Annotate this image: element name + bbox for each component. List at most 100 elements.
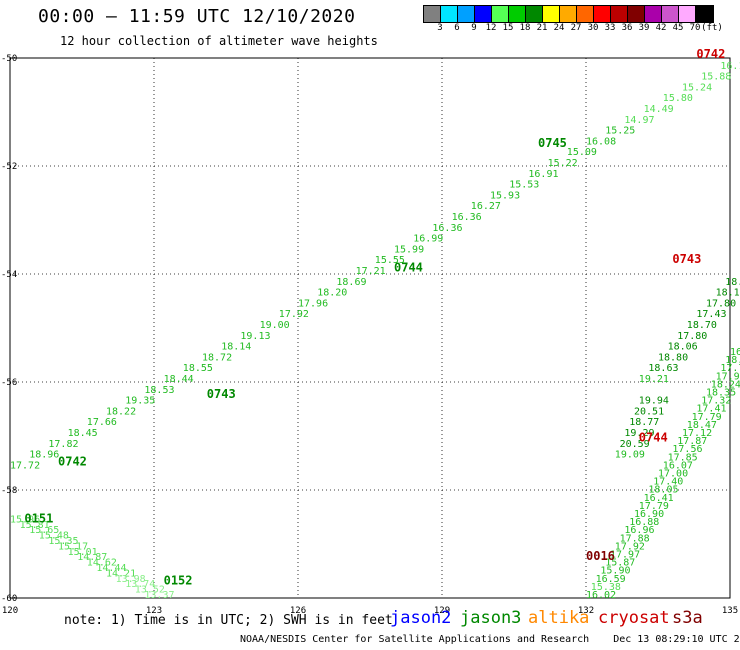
pass-time-label: 0744: [639, 430, 668, 444]
wave-height-value: 16.36: [432, 223, 462, 234]
wave-height-value: 18.72: [202, 352, 232, 363]
wave-height-value: 17.12: [682, 428, 712, 439]
wave-height-value: 14.44: [96, 563, 126, 574]
wave-height-value: 15.17: [58, 541, 88, 552]
wave-height-value: 17.43: [696, 309, 726, 320]
wave-height-value: 17.96: [298, 298, 328, 309]
wave-height-value: 16.08: [586, 136, 616, 147]
wave-height-value: 15.55: [375, 255, 405, 266]
color-swatch-14: [662, 6, 679, 22]
color-scale-tick: 27: [570, 23, 582, 33]
wave-height-value: 18.75: [725, 277, 740, 288]
wave-height-color-scale: [423, 5, 714, 23]
pass-time-label: 0016: [586, 549, 615, 563]
color-scale-tick: 24: [553, 23, 565, 33]
wave-height-value: 15.22: [548, 158, 578, 169]
wave-height-value: 18.35: [706, 388, 736, 399]
page-title: 00:00 – 11:59 UTC 12/10/2020: [38, 6, 356, 27]
wave-height-value: 19.29: [624, 428, 654, 439]
wave-height-value: 15.48: [39, 531, 69, 542]
color-scale-tick: 21: [536, 23, 548, 33]
wave-height-value: 13.52: [135, 585, 165, 596]
wave-height-value: 18.63: [648, 363, 678, 374]
wave-height-value: 15.96: [10, 514, 40, 525]
lon-tick-label: 132: [578, 606, 594, 616]
pass-time-label: 0743: [207, 387, 236, 401]
wave-height-value: 17.79: [692, 412, 722, 423]
wave-height-value: 20.51: [634, 406, 664, 417]
wave-height-value: 17.97: [610, 550, 640, 561]
color-swatch-3: [475, 6, 492, 22]
color-scale-tick: 15: [502, 23, 514, 33]
wave-height-value: 18.12: [716, 288, 740, 299]
legend-cryosat: cryosat: [598, 608, 670, 628]
wave-height-value: 14.97: [624, 115, 654, 126]
pass-time-label: 0745: [538, 136, 567, 150]
wave-height-value: 16.99: [413, 234, 443, 245]
wave-height-value: 17.80: [677, 331, 707, 342]
wave-height-value: 17.92: [615, 541, 645, 552]
wave-height-value: 18.44: [164, 374, 194, 385]
color-swatch-6: [526, 6, 543, 22]
wave-height-value: 18.96: [29, 450, 59, 461]
color-swatch-1: [441, 6, 458, 22]
wave-height-value: 16.90: [634, 509, 664, 520]
color-swatch-0: [424, 6, 441, 22]
wave-height-value: 16.96: [730, 347, 740, 358]
wave-height-value: 16.96: [624, 525, 654, 536]
footer-credit: NOAA/NESDIS Center for Satellite Applica…: [240, 634, 740, 645]
footer-note: note: 1) Time is in UTC; 2) SWH is in fe…: [64, 613, 393, 628]
pass-time-label: 0151: [24, 511, 53, 525]
wave-height-value: 16.12: [720, 61, 740, 72]
wave-height-value: 17.80: [706, 298, 736, 309]
pass-time-label: 0744: [394, 260, 423, 274]
wave-height-value: 19.13: [240, 331, 270, 342]
color-swatch-8: [560, 6, 577, 22]
wave-height-value: 15.80: [663, 93, 693, 104]
wave-height-value: 14.62: [87, 558, 117, 569]
pass-time-label: 0742: [58, 455, 87, 469]
wave-height-value: 19.09: [615, 450, 645, 461]
wave-height-value: 18.80: [658, 352, 688, 363]
pass-time-label: 0742: [696, 47, 725, 61]
wave-height-value: 17.85: [668, 452, 698, 463]
wave-height-value: 14.21: [106, 568, 136, 579]
wave-height-value: 16.27: [471, 201, 501, 212]
wave-height-value: 19.21: [639, 374, 669, 385]
color-scale-tick: 42: [655, 23, 667, 33]
wave-height-value: 18.22: [106, 406, 136, 417]
wave-height-value: 17.66: [87, 417, 117, 428]
color-scale-tick: 39: [638, 23, 650, 33]
wave-height-value: 17.92: [279, 309, 309, 320]
pass-time-label: 0152: [164, 574, 193, 588]
wave-height-value: 17.88: [620, 533, 650, 544]
wave-height-value: 18.53: [144, 385, 174, 396]
color-swatch-9: [577, 6, 594, 22]
wave-height-value: 18.70: [687, 320, 717, 331]
wave-height-value: 18.05: [648, 485, 678, 496]
wave-height-value: 18.45: [68, 428, 98, 439]
wave-height-value: 19.94: [639, 396, 669, 407]
wave-height-value: 16.91: [528, 169, 558, 180]
lon-tick-label: 129: [434, 606, 450, 616]
wave-height-value: 15.53: [509, 180, 539, 191]
wave-height-value: 18.24: [711, 379, 740, 390]
lat-tick-label: -54: [1, 270, 17, 280]
wave-height-value: 19.35: [125, 396, 155, 407]
lat-tick-label: -60: [1, 594, 17, 604]
color-swatch-11: [611, 6, 628, 22]
wave-height-value: 17.56: [672, 444, 702, 455]
page-subtitle: 12 hour collection of altimeter wave hei…: [60, 34, 378, 48]
map-frame: [9, 57, 731, 599]
wave-height-value: 16.41: [644, 493, 674, 504]
color-swatch-15: [679, 6, 696, 22]
lon-tick-label: 123: [146, 606, 162, 616]
wave-height-value: 17.82: [48, 439, 78, 450]
wave-height-value: 14.49: [644, 104, 674, 115]
wave-height-value: 15.88: [701, 72, 731, 83]
color-swatch-5: [509, 6, 526, 22]
wave-height-value: 18.06: [668, 342, 698, 353]
wave-height-value: 20.59: [620, 439, 650, 450]
legend-altika: altika: [528, 608, 590, 628]
